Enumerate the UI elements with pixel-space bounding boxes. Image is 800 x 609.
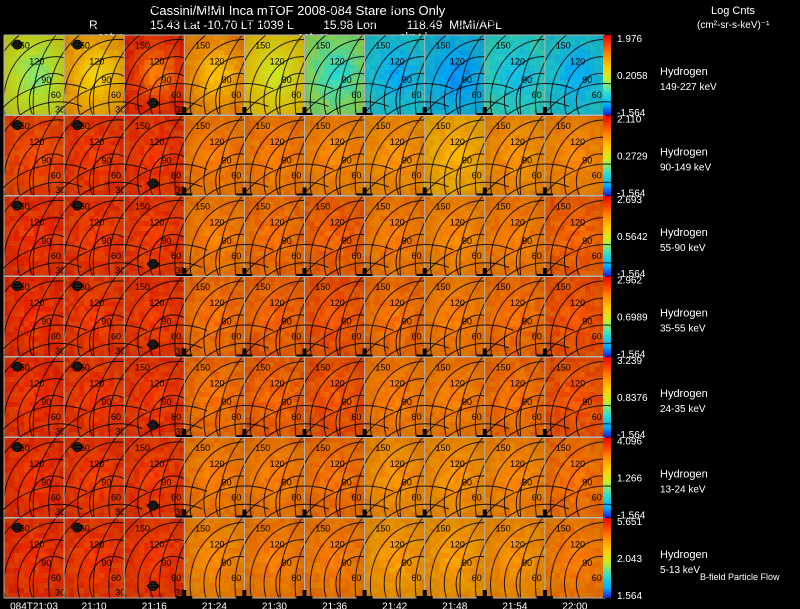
panel-shade — [4, 115, 65, 196]
contour-line — [399, 2, 514, 124]
panel-shade — [424, 35, 485, 115]
panel-shade — [244, 35, 305, 115]
image-panel: 1501209060 — [339, 2, 454, 124]
panel-shade — [4, 196, 65, 276]
image-panel: 1501209060 — [519, 83, 634, 204]
panel-shade — [184, 196, 245, 276]
contour-line — [519, 2, 634, 124]
figure-title: Cassini/MIMI Inca mTOF 2008-084 Stare Io… — [150, 3, 446, 18]
contour-line — [158, 2, 274, 124]
contour-line — [219, 2, 334, 124]
spectrogram-rows: 1501209060301501209060301501209060301501… — [0, 2, 717, 607]
colorbar-max-label: 1.976 — [617, 34, 642, 45]
panel-shade — [64, 35, 125, 115]
panel-shade — [4, 35, 65, 115]
contour-line — [32, 2, 148, 124]
panel-shade — [184, 115, 245, 196]
image-panel: 1501209060 — [219, 83, 334, 204]
contour-line — [459, 83, 574, 204]
energy-label: 149-227 keV — [660, 82, 717, 93]
colorbar-mid-label: 0.2058 — [617, 71, 648, 82]
units-title: Log Cnts — [711, 5, 756, 17]
colorbar — [603, 35, 611, 115]
panel-shade — [364, 35, 425, 115]
colorbar-min-label: -1.564 — [617, 108, 646, 119]
panel-shade — [184, 35, 245, 115]
species-label: Hydrogen — [660, 66, 708, 78]
panel-shade — [244, 115, 305, 196]
species-label: Hydrogen — [660, 147, 708, 159]
panel-shade — [64, 115, 125, 196]
contour-line — [32, 163, 148, 285]
panel-shade — [304, 35, 365, 115]
contour-line — [399, 83, 514, 204]
contour-line — [158, 163, 274, 285]
image-panel: 1501209060 — [158, 2, 274, 124]
panel-shade — [304, 115, 365, 196]
contour-line — [339, 83, 454, 204]
units-label: (cm²-sr-s-keV)⁻¹ — [697, 20, 770, 31]
contour-line — [158, 83, 274, 204]
image-panel: 1501209060 — [279, 2, 394, 124]
r-label: R — [89, 18, 98, 32]
panel-shade — [424, 115, 485, 196]
contour-line — [279, 83, 394, 204]
contour-line — [0, 83, 88, 112]
data-row-2: 1501209060301501209060301501209060301501… — [0, 163, 708, 285]
panel-shade — [544, 35, 605, 115]
contour-line — [32, 83, 148, 204]
data-row-0: 1501209060301501209060301501209060301501… — [0, 2, 717, 124]
contour-line — [519, 83, 634, 204]
data-row-1: 1501209060301501209060301501209060301501… — [0, 83, 711, 204]
contour-line — [279, 2, 394, 124]
panel-shade — [544, 115, 605, 196]
contour-line — [92, 83, 208, 204]
colorbar-max-label: 2.110 — [617, 115, 642, 126]
contour-line — [219, 83, 334, 204]
energy-label: 90-149 keV — [660, 163, 711, 174]
panel-shade — [64, 196, 125, 276]
image-panel: 150120906030 — [32, 83, 148, 204]
image-panel: 1501209060 — [459, 83, 574, 204]
image-panel: 1501209060 — [519, 2, 634, 124]
contour-line — [339, 2, 454, 124]
image-panel: 150120906030 — [32, 163, 148, 285]
panel-shade — [484, 35, 545, 115]
colorbar — [603, 115, 611, 196]
colorbar-min-label: -1.564 — [617, 189, 646, 200]
panel-shade — [364, 115, 425, 196]
contour-line — [0, 163, 88, 193]
contour-line — [459, 2, 574, 124]
contour-line — [92, 2, 208, 124]
colorbar-mid-label: 0.2729 — [617, 152, 648, 163]
contour-line — [0, 2, 88, 32]
contour-line — [92, 163, 208, 285]
image-panel: 1501209060 — [158, 163, 274, 285]
image-panel: 150120906030 — [0, 163, 88, 285]
image-panel: 1501209060 — [158, 83, 274, 204]
panel-shade — [484, 115, 545, 196]
